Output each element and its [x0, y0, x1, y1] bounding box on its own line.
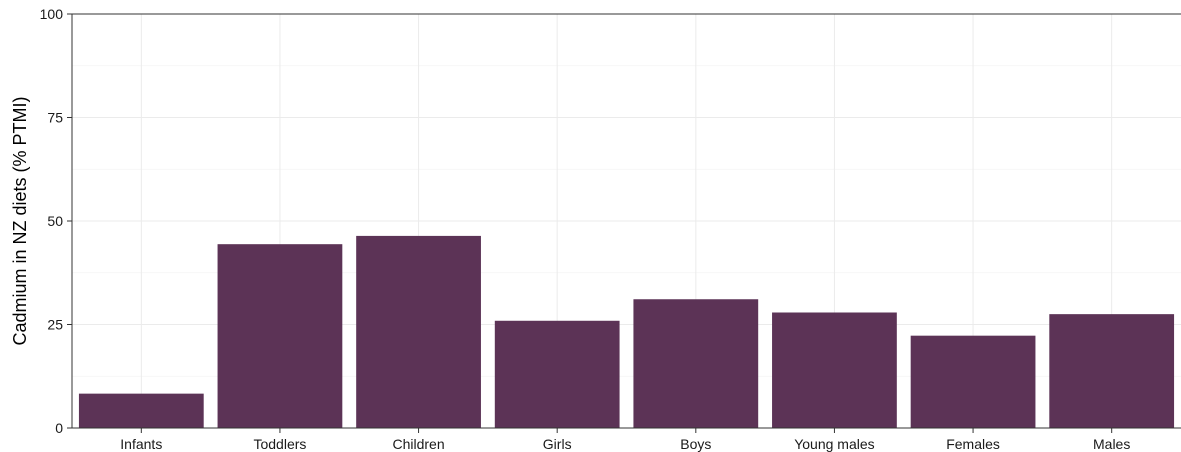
- x-tick-labels: Infants Toddlers Children Girls Boys Young ma…: [120, 436, 1130, 452]
- x-tick-label: Toddlers: [253, 436, 306, 452]
- x-tick-label: Males: [1093, 436, 1130, 452]
- bars: [78, 235, 1175, 428]
- bar-toddlers: [217, 244, 343, 428]
- y-tick-label: 0: [55, 420, 63, 436]
- x-tick-label: Young males: [794, 436, 874, 452]
- bar-children: [356, 235, 481, 428]
- bar-girls: [494, 320, 620, 428]
- y-tick-label: 75: [47, 110, 63, 126]
- y-axis-title: Cadmium in NZ diets (% PTMI): [10, 96, 30, 345]
- x-tick-label: Infants: [120, 436, 162, 452]
- bar-females: [910, 335, 1036, 428]
- bar-males: [1049, 314, 1175, 428]
- bar-boys: [633, 299, 759, 428]
- bar-infants: [78, 393, 204, 428]
- y-tick-labels: 0 25 50 75 100: [40, 6, 64, 436]
- y-tick-label: 50: [47, 213, 63, 229]
- x-tick-label: Children: [392, 436, 444, 452]
- y-tick-label: 25: [47, 317, 63, 333]
- axes: [67, 13, 1181, 433]
- y-tick-label: 100: [40, 6, 64, 22]
- x-tick-label: Boys: [680, 436, 711, 452]
- x-tick-label: Females: [946, 436, 1000, 452]
- bar-young-males: [772, 312, 897, 428]
- x-tick-label: Girls: [543, 436, 572, 452]
